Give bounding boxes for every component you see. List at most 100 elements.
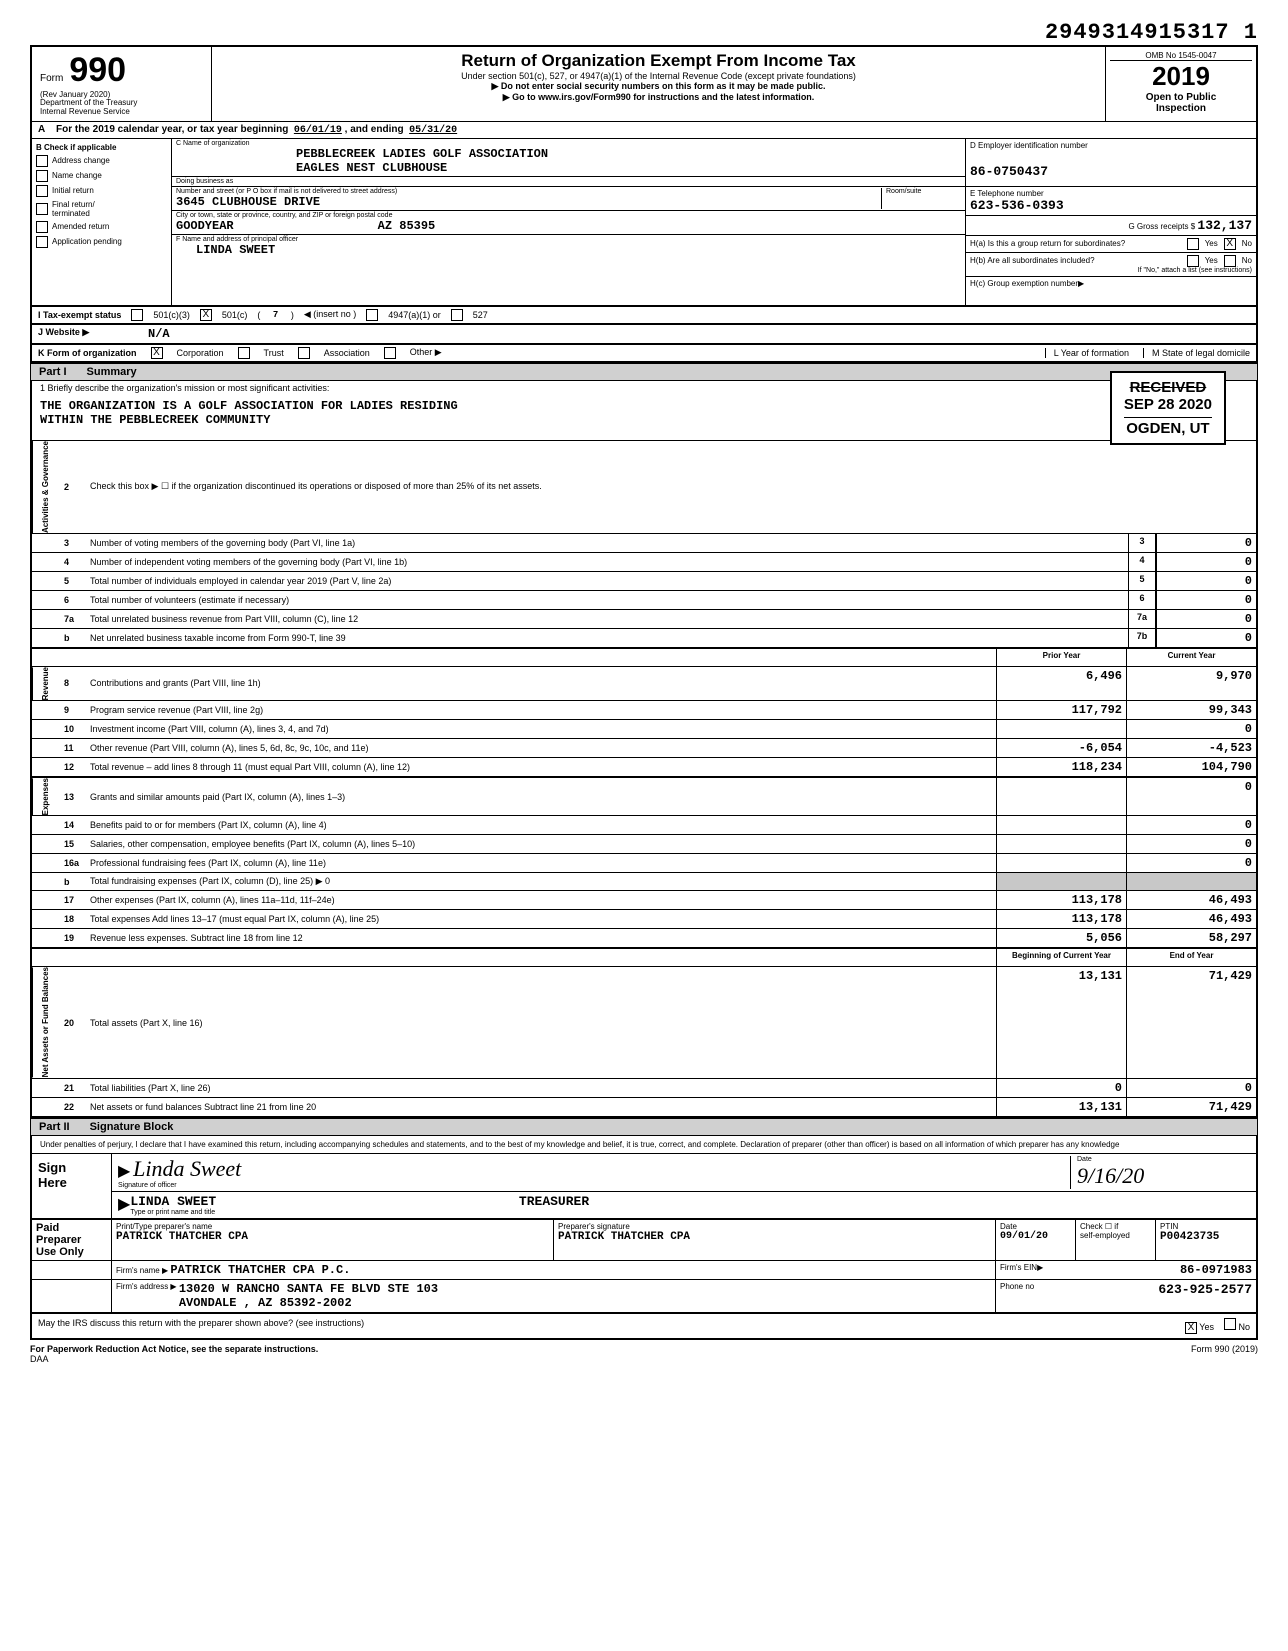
org-name-field: C Name of organization PEBBLECREEK LADIE… (172, 139, 965, 177)
officer-val: LINDA SWEET (176, 243, 961, 257)
chk-assoc[interactable] (298, 347, 310, 359)
chk-other[interactable] (384, 347, 396, 359)
end-year-header: End of Year (1126, 949, 1256, 966)
ptin-lbl: PTIN (1160, 1222, 1252, 1231)
check-name-change[interactable]: Name change (36, 170, 167, 182)
check-amended[interactable]: Amended return (36, 221, 167, 233)
street-field: Number and street (or P O box if mail is… (172, 187, 965, 211)
officer-title: TREASURER (519, 1194, 589, 1209)
summary-line: 22Net assets or fund balances Subtract l… (30, 1098, 1258, 1118)
hb-no-chk[interactable] (1224, 255, 1236, 267)
summary-line: 17Other expenses (Part IX, column (A), l… (30, 891, 1258, 910)
ha-no-chk[interactable]: X (1224, 238, 1236, 250)
prep-name-lbl: Print/Type preparer's name (116, 1222, 549, 1231)
mission-section: 1 Briefly describe the organization's mi… (30, 381, 1258, 441)
expense-lines: Expenses13Grants and similar amounts pai… (30, 778, 1258, 949)
summary-line: 15Salaries, other compensation, employee… (30, 835, 1258, 854)
no-lbl2: No (1242, 256, 1252, 265)
ha-box: H(a) Is this a group return for subordin… (966, 236, 1256, 253)
prior-year-header: Prior Year (996, 649, 1126, 666)
type-print-lbl: Type or print name and title (130, 1209, 1250, 1216)
chk-corp[interactable]: X (151, 347, 163, 359)
firm-addr-lbl: Firm's address ▶ (116, 1282, 177, 1291)
title-box: Return of Organization Exempt From Incom… (212, 47, 1106, 121)
website-lbl: J Website ▶ (38, 327, 148, 341)
omb-number: OMB No 1545-0047 (1110, 51, 1252, 61)
gov-line: 5Total number of individuals employed in… (30, 572, 1258, 591)
ha-yes-chk[interactable] (1187, 238, 1199, 250)
yof-lbl: L Year of formation (1045, 348, 1129, 358)
form-id-box: Form 990 (Rev January 2020) Department o… (32, 47, 212, 121)
officer-printed-name: LINDA SWEET (130, 1194, 216, 1209)
sign-fields: ▶ Linda Sweet Signature of officer Date … (112, 1154, 1256, 1218)
check-app-pending[interactable]: Application pending (36, 236, 167, 248)
date-lbl: Date (1077, 1156, 1250, 1163)
check-address-change[interactable]: Address change (36, 155, 167, 167)
governance-lines: Activities & Governance2Check this box ▶… (30, 441, 1258, 649)
begin-date: 06/01/19 (294, 125, 342, 136)
chk-4947[interactable] (366, 309, 378, 321)
chk-lbl-2: Initial return (52, 186, 94, 195)
chk-lbl-3: Final return/ terminated (52, 200, 95, 218)
lbl-other: Other ▶ (410, 347, 442, 358)
gov-line: 3Number of voting members of the governi… (30, 534, 1258, 553)
chk-501c3[interactable] (131, 309, 143, 321)
row-a-label: A (38, 124, 45, 135)
ha-lbl: H(a) Is this a group return for subordin… (970, 239, 1181, 248)
firm-ein: 86-0971983 (1180, 1263, 1252, 1277)
firm-ein-lbl: Firm's EIN▶ (1000, 1263, 1043, 1272)
prep-check-lbl: Check ☐ if self-employed (1076, 1220, 1156, 1260)
chk-lbl-5: Application pending (52, 237, 122, 246)
tel-lbl: E Telephone number (970, 189, 1252, 198)
row-a-text: For the 2019 calendar year, or tax year … (56, 124, 288, 135)
chk-trust[interactable] (238, 347, 250, 359)
document-number: 2949314915317 1 (30, 20, 1258, 45)
summary-line: 10Investment income (Part VIII, column (… (30, 720, 1258, 739)
officer-signature: Linda Sweet (133, 1156, 241, 1181)
officer-field: F Name and address of principal officer … (172, 235, 965, 305)
ein-box: D Employer identification number 86-0750… (966, 139, 1256, 187)
prep-date: 09/01/20 (1000, 1231, 1071, 1242)
col-b-header: B Check if applicable (36, 143, 167, 152)
stamp-loc: OGDEN, UT (1124, 417, 1212, 437)
hb-yes-chk[interactable] (1187, 255, 1199, 267)
col-c-org: C Name of organization PEBBLECREEK LADIE… (172, 139, 966, 305)
yes-lbl2: Yes (1205, 256, 1218, 265)
chk-501c[interactable]: X (200, 309, 212, 321)
open-public: Open to Public Inspection (1110, 92, 1252, 114)
revenue-lines: Revenue8Contributions and grants (Part V… (30, 667, 1258, 778)
form-number: 990 (69, 51, 126, 90)
street-lbl: Number and street (or P O box if mail is… (176, 188, 881, 195)
lbl-corp: Corporation (177, 348, 224, 358)
arrow-line-1: ▶ Do not enter social security numbers o… (216, 81, 1101, 92)
lbl-501c3: 501(c)(3) (153, 310, 190, 320)
form-org-lbl: K Form of organization (38, 348, 137, 358)
hb-box: H(b) Are all subordinates included? Yes … (966, 253, 1256, 277)
discuss-no-chk[interactable] (1224, 1318, 1236, 1330)
no-lbl: No (1242, 239, 1252, 248)
pra-notice: For Paperwork Reduction Act Notice, see … (30, 1344, 318, 1354)
chk-lbl-4: Amended return (52, 222, 109, 231)
sign-here-row: Sign Here ▶ Linda Sweet Signature of off… (32, 1153, 1256, 1218)
stamp-date: SEP 28 2020 (1124, 396, 1212, 413)
row-a-tax-year: A For the 2019 calendar year, or tax yea… (30, 121, 1258, 139)
check-initial-return[interactable]: Initial return (36, 185, 167, 197)
check-final-return[interactable]: Final return/ terminated (36, 200, 167, 218)
lbl-assoc: Association (324, 348, 370, 358)
net-assets-lines: Net Assets or Fund Balances20Total asset… (30, 967, 1258, 1117)
tax-exempt-status-row: I Tax-exempt status 501(c)(3) X501(c) ( … (30, 307, 1258, 325)
lbl-4947: 4947(a)(1) or (388, 310, 441, 320)
tel-val: 623-536-0393 (970, 198, 1252, 213)
firm-name-lbl: Firm's name ▶ (116, 1266, 168, 1275)
lbl-527: 527 (473, 310, 488, 320)
gov-line: 7aTotal unrelated business revenue from … (30, 610, 1258, 629)
chk-527[interactable] (451, 309, 463, 321)
insert-no: ◀ (insert no ) (304, 309, 356, 320)
form-dept: Department of the Treasury Internal Reve… (40, 99, 203, 117)
form-org-row: K Form of organization XCorporation Trus… (30, 345, 1258, 363)
col-header-row: Prior Year Current Year (30, 649, 1258, 667)
discuss-yes-chk[interactable]: X (1185, 1322, 1197, 1334)
firm-addr: 13020 W RANCHO SANTA FE BLVD STE 103 AVO… (179, 1282, 438, 1310)
mission-lbl: 1 Briefly describe the organization's mi… (32, 381, 1256, 395)
main-title: Return of Organization Exempt From Incom… (216, 51, 1101, 71)
